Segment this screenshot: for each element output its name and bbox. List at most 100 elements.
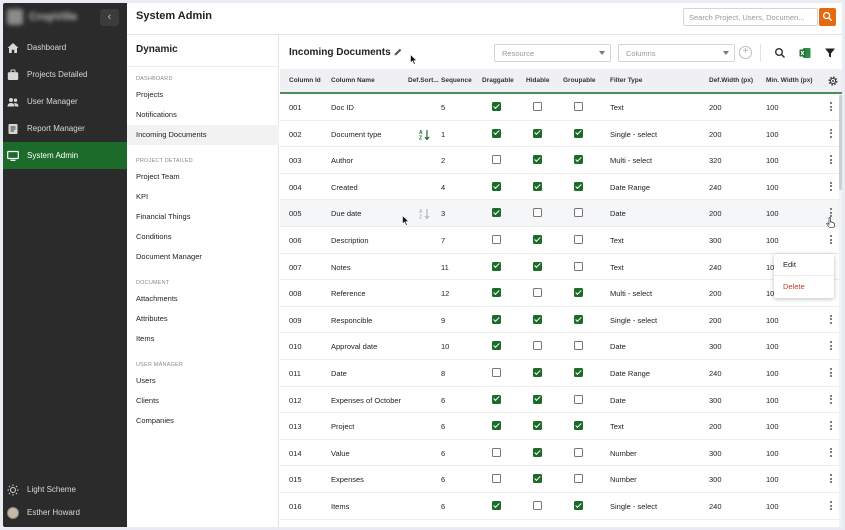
- sort-ascending-icon[interactable]: AZ: [419, 208, 430, 220]
- table-row[interactable]: 013 Project 6 Text 200 100: [280, 413, 842, 440]
- groupable-checkbox[interactable]: [574, 474, 583, 484]
- gear-icon[interactable]: [827, 75, 839, 87]
- hidable-checkbox[interactable]: [533, 128, 542, 138]
- sort-ascending-icon[interactable]: AZ: [419, 129, 430, 140]
- hidable-checkbox[interactable]: [533, 181, 542, 191]
- more-actions-icon[interactable]: [828, 340, 834, 352]
- light-scheme-toggle[interactable]: Light Scheme: [3, 478, 127, 501]
- subnav-item-conditions[interactable]: Conditions: [136, 232, 172, 241]
- groupable-checkbox[interactable]: [574, 235, 583, 244]
- table-row[interactable]: 012 Expenses of October 6 Date 300 100: [280, 387, 842, 414]
- more-actions-icon[interactable]: [828, 394, 834, 406]
- sidebar-item-projects-detailed[interactable]: Projects Detailed: [3, 61, 127, 88]
- draggable-checkbox[interactable]: [492, 128, 501, 138]
- subnav-item-project-team[interactable]: Project Team: [136, 172, 180, 181]
- user-profile[interactable]: Esther Howard: [3, 501, 127, 524]
- subnav-item-attributes[interactable]: Attributes: [136, 314, 168, 323]
- draggable-checkbox[interactable]: [492, 261, 501, 271]
- table-row[interactable]: 016 Items 6 Single - select 240 100: [280, 493, 842, 520]
- groupable-checkbox[interactable]: [574, 155, 583, 165]
- more-actions-icon[interactable]: [828, 420, 834, 432]
- hidable-header[interactable]: Hidable: [526, 77, 550, 84]
- table-row[interactable]: 008 Reference 12 Multi - select 200 100: [280, 280, 842, 307]
- more-actions-icon[interactable]: [828, 473, 834, 485]
- excel-export-button[interactable]: [797, 45, 813, 61]
- table-row[interactable]: 011 Date 8 Date Range 240 100: [280, 360, 842, 387]
- table-row[interactable]: 003 Author 2 Multi - select 320 100: [280, 147, 842, 174]
- hidable-checkbox[interactable]: [533, 447, 542, 457]
- more-actions-icon[interactable]: [828, 154, 834, 166]
- subnav-item-projects[interactable]: Projects: [136, 90, 164, 99]
- subnav-item-companies[interactable]: Companies: [136, 416, 174, 425]
- column-name-header[interactable]: Column Name: [331, 77, 375, 84]
- hidable-checkbox[interactable]: [533, 288, 542, 298]
- groupable-checkbox[interactable]: [574, 208, 583, 218]
- groupable-checkbox[interactable]: [574, 261, 583, 271]
- hidable-checkbox[interactable]: [533, 235, 542, 244]
- draggable-header[interactable]: Draggable: [482, 77, 514, 84]
- table-row[interactable]: 014 Value 6 Number 300 100: [280, 440, 842, 467]
- subnav-item-attachments[interactable]: Attachments: [136, 294, 178, 303]
- hidable-checkbox[interactable]: [533, 474, 542, 484]
- draggable-checkbox[interactable]: [492, 235, 501, 244]
- subnav-item-document-manager[interactable]: Document Manager: [136, 252, 202, 261]
- hidable-checkbox[interactable]: [533, 368, 542, 377]
- hidable-checkbox[interactable]: [533, 314, 542, 324]
- groupable-checkbox[interactable]: [574, 181, 583, 191]
- more-actions-icon[interactable]: [828, 207, 834, 219]
- groupable-checkbox[interactable]: [574, 341, 583, 351]
- groupable-checkbox[interactable]: [574, 447, 583, 457]
- more-actions-icon[interactable]: [828, 447, 834, 459]
- more-actions-icon[interactable]: [828, 500, 834, 512]
- groupable-checkbox[interactable]: [574, 421, 583, 431]
- hidable-checkbox[interactable]: [533, 155, 542, 165]
- min-width-header[interactable]: Min. Width (px): [766, 77, 813, 84]
- groupable-checkbox[interactable]: [574, 288, 583, 298]
- scrollbar-thumb[interactable]: [839, 95, 842, 190]
- subnav-item-users[interactable]: Users: [136, 376, 156, 385]
- groupable-checkbox[interactable]: [574, 314, 583, 324]
- draggable-checkbox[interactable]: [492, 394, 501, 404]
- table-row[interactable]: 005 Due date A Z 3 Date 200 100: [280, 200, 842, 227]
- pencil-icon[interactable]: [393, 47, 403, 57]
- columns-select[interactable]: Columns: [618, 44, 735, 62]
- groupable-header[interactable]: Groupable: [563, 77, 596, 84]
- table-row[interactable]: 010 Approval date 10 Date 300 100: [280, 333, 842, 360]
- draggable-checkbox[interactable]: [492, 181, 501, 191]
- groupable-checkbox[interactable]: [574, 368, 583, 377]
- table-row[interactable]: 017Private Notes6Text240100: [280, 520, 842, 527]
- sequence-header[interactable]: Sequence: [441, 77, 472, 84]
- subnav-item-financial-things[interactable]: Financial Things: [136, 212, 191, 221]
- hidable-checkbox[interactable]: [533, 208, 542, 218]
- table-row[interactable]: 007 Notes 11 Text 240 100: [280, 254, 842, 281]
- more-actions-icon[interactable]: [828, 181, 834, 193]
- draggable-checkbox[interactable]: [492, 368, 501, 377]
- more-actions-icon[interactable]: [828, 234, 834, 246]
- sidebar-item-user-manager[interactable]: User Manager: [3, 88, 127, 115]
- add-column-button[interactable]: +: [739, 46, 752, 59]
- app-logo[interactable]: CropVille: [7, 9, 85, 25]
- groupable-checkbox[interactable]: [574, 394, 583, 404]
- subnav-item-items[interactable]: Items: [136, 334, 155, 343]
- subnav-item-notifications[interactable]: Notifications: [136, 110, 177, 119]
- table-row[interactable]: 004 Created 4 Date Range 240 100: [280, 174, 842, 201]
- draggable-checkbox[interactable]: [492, 341, 501, 351]
- draggable-checkbox[interactable]: [492, 208, 501, 218]
- groupable-checkbox[interactable]: [574, 102, 583, 111]
- draggable-checkbox[interactable]: [492, 314, 501, 324]
- default-width-header[interactable]: Def.Width (px): [709, 77, 753, 84]
- resource-select[interactable]: Resource: [494, 44, 611, 62]
- table-row[interactable]: 001 Doc ID 5 Text 200 100: [280, 94, 842, 121]
- column-id-header[interactable]: Column Id: [289, 77, 321, 84]
- draggable-checkbox[interactable]: [492, 447, 501, 457]
- search-table-button[interactable]: [772, 45, 788, 61]
- delete-menu-item[interactable]: Delete: [774, 275, 834, 296]
- draggable-checkbox[interactable]: [492, 155, 501, 165]
- subnav-item-incoming-documents[interactable]: Incoming Documents: [127, 125, 279, 145]
- edit-menu-item[interactable]: Edit: [783, 260, 796, 269]
- hidable-checkbox[interactable]: [533, 394, 542, 404]
- more-actions-icon[interactable]: [828, 367, 834, 379]
- more-actions-icon[interactable]: [828, 101, 834, 113]
- scrollbar-track[interactable]: [839, 94, 842, 527]
- filter-type-header[interactable]: Filter Type: [610, 77, 643, 84]
